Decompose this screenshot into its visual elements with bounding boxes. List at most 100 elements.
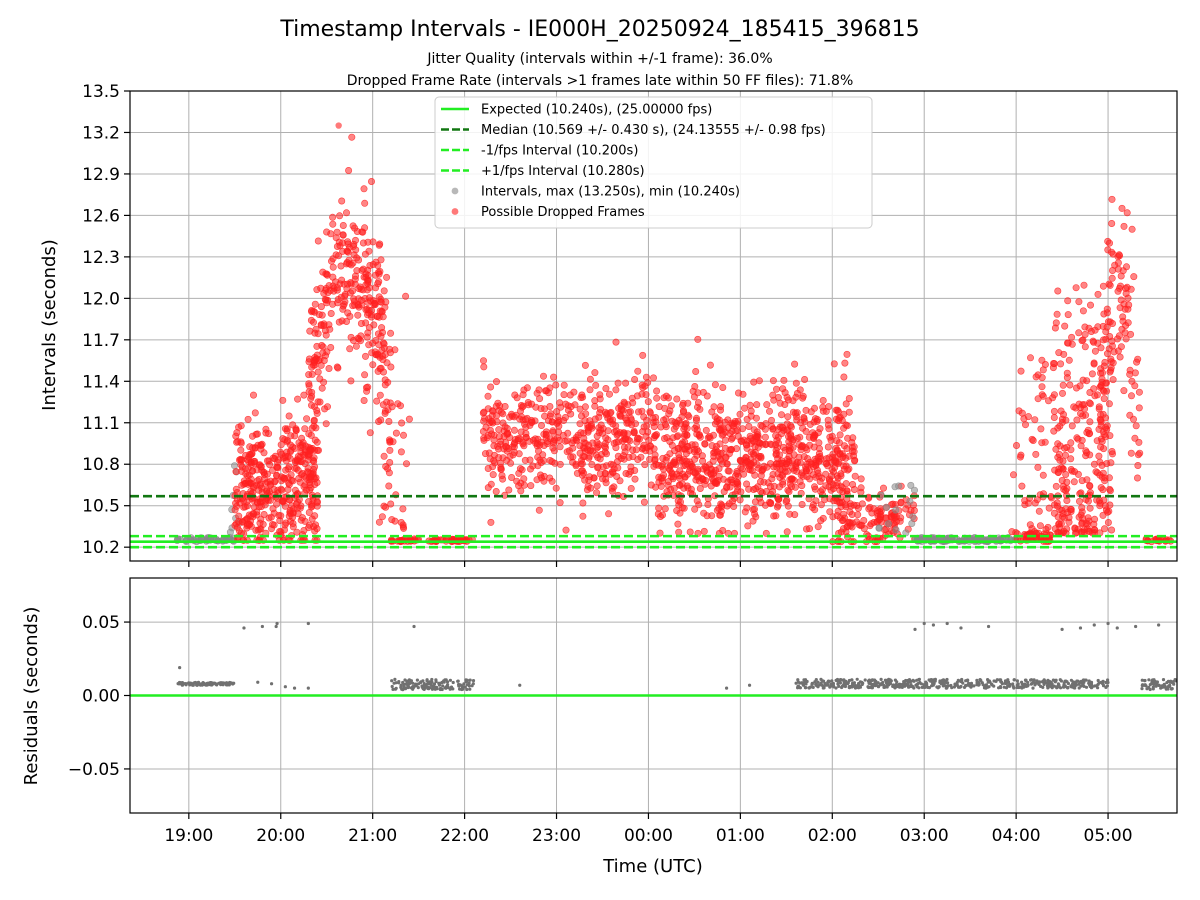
residual-point — [426, 680, 430, 685]
residual-point — [306, 621, 310, 626]
residual-point — [392, 681, 396, 685]
dropped-frame-point — [235, 423, 243, 431]
residual-point — [1157, 683, 1161, 688]
dropped-frame-point — [639, 444, 647, 452]
residual-point — [796, 678, 800, 682]
residual-point — [1012, 678, 1016, 682]
residual-point — [944, 680, 948, 685]
dropped-frame-point — [375, 417, 383, 425]
residual-point — [1154, 684, 1158, 688]
residual-point — [888, 678, 892, 682]
y-tick-label: 0.05 — [82, 613, 120, 633]
dropped-frame-point — [1102, 506, 1110, 514]
dropped-frame-point — [591, 402, 599, 410]
residual-point — [406, 679, 410, 683]
dropped-frame-point — [285, 412, 293, 420]
residual-point — [471, 679, 476, 683]
dropped-frame-point — [692, 476, 700, 484]
dropped-frame-point — [329, 300, 337, 308]
dropped-frame-point — [848, 443, 856, 451]
dropped-frame-point — [778, 430, 786, 438]
dropped-frame-point — [668, 417, 676, 425]
residual-point — [975, 678, 979, 683]
residual-point — [886, 682, 890, 686]
dropped-frame-point — [351, 224, 359, 232]
dropped-frame-point — [757, 454, 765, 462]
dropped-frame-point — [309, 307, 317, 315]
dropped-frame-point — [675, 528, 683, 536]
dropped-frame-point — [610, 465, 618, 473]
dropped-frame-point — [720, 488, 728, 496]
dropped-frame-point — [1034, 395, 1042, 403]
dropped-frame-point — [817, 517, 825, 525]
residual-point — [967, 681, 971, 686]
residual-point — [306, 686, 310, 690]
dropped-frame-point — [372, 284, 380, 292]
residual-point — [1159, 686, 1163, 690]
residual-point — [901, 682, 905, 687]
dropped-frame-point — [634, 367, 642, 375]
dropped-frame-point — [796, 386, 804, 394]
dropped-frame-point — [833, 497, 841, 505]
dropped-frame-point — [399, 431, 407, 439]
dropped-frame-point — [834, 417, 842, 425]
dropped-frame-point — [849, 434, 857, 442]
dropped-frame-point — [792, 379, 800, 387]
residual-point — [1007, 684, 1011, 688]
y-tick-label: 10.2 — [82, 538, 120, 558]
dropped-frame-point — [1052, 482, 1060, 490]
dropped-frame-point — [1089, 337, 1097, 345]
dropped-frame-point — [1080, 526, 1088, 534]
dropped-frame-point — [359, 265, 367, 273]
dropped-frame-point — [346, 345, 354, 353]
dropped-frame-point — [517, 413, 525, 421]
dropped-frame-point — [1056, 506, 1064, 514]
dropped-frame-point — [333, 228, 341, 236]
dropped-frame-point — [649, 414, 657, 422]
dropped-frame-point — [766, 498, 774, 506]
residual-point — [850, 681, 855, 686]
dropped-frame-point — [736, 410, 744, 418]
residual-point — [1155, 680, 1159, 684]
residual-point — [407, 682, 411, 686]
dropped-frame-point — [306, 446, 314, 454]
dropped-frame-point — [1064, 508, 1072, 516]
residual-point — [1143, 678, 1147, 683]
dropped-frame-point — [1100, 395, 1108, 403]
dropped-frame-point — [1053, 310, 1061, 318]
dropped-frame-point — [308, 515, 316, 523]
residual-point — [819, 677, 823, 682]
dropped-frame-point — [785, 452, 793, 460]
residual-point — [465, 687, 469, 692]
residual-point — [451, 680, 455, 685]
dropped-frame-point — [642, 432, 650, 440]
dropped-frame-point — [656, 529, 664, 537]
dropped-frame-point — [1044, 523, 1052, 531]
residual-point — [814, 682, 818, 686]
residual-point — [1106, 678, 1110, 682]
residual-point — [1063, 679, 1067, 683]
dropped-frame-point — [1099, 428, 1107, 436]
dropped-frame-point — [1103, 379, 1111, 387]
dropped-frame-point — [845, 452, 853, 460]
residual-point — [840, 684, 844, 689]
dropped-frame-point — [1018, 482, 1026, 490]
dropped-frame-point — [850, 485, 858, 493]
dropped-frame-point — [251, 409, 259, 417]
residual-point — [823, 681, 827, 686]
dropped-frame-point — [1055, 450, 1063, 458]
dropped-frame-point — [278, 486, 286, 494]
residual-point — [958, 679, 962, 683]
y-tick-label: 11.7 — [82, 331, 120, 351]
dropped-frame-point — [832, 457, 840, 465]
residual-point — [835, 679, 839, 683]
residual-point — [940, 678, 945, 683]
dropped-frame-point — [1041, 438, 1049, 446]
residual-point — [1140, 687, 1144, 691]
interval-point — [226, 528, 234, 536]
dropped-frame-point — [1094, 290, 1102, 298]
dropped-frame-point — [1090, 460, 1098, 468]
residual-point — [919, 682, 924, 686]
interval-point — [875, 524, 883, 532]
